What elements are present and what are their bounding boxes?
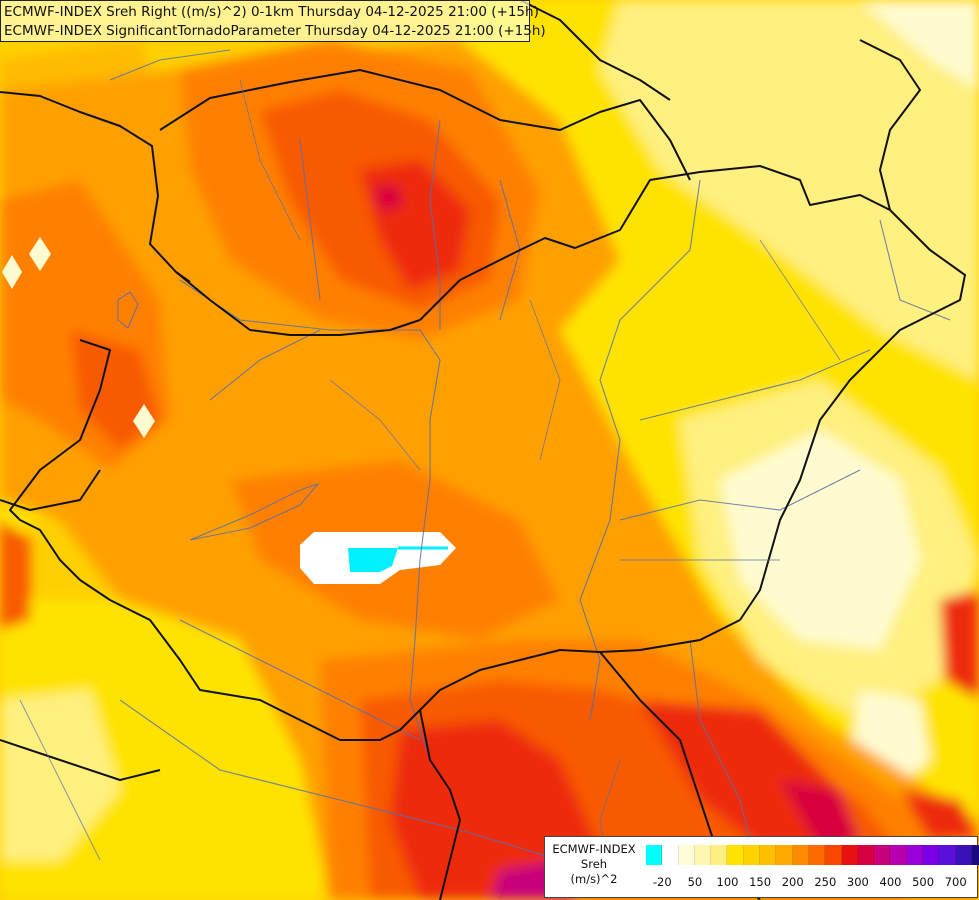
region-border-2 — [329, 379, 421, 471]
legend-tick-6: 300 — [846, 875, 869, 889]
stp-diamond-west-2 — [29, 237, 51, 271]
legend-swatch-18 — [939, 845, 956, 865]
river-sava — [119, 699, 561, 861]
title-line-stp: ECMWF-INDEX SignificantTornadoParameter … — [4, 23, 546, 39]
river-somes — [639, 349, 871, 421]
river-tisza — [579, 179, 701, 721]
field-red-orange-far-west — [0, 520, 30, 630]
field-pale-northeast — [860, 0, 979, 90]
border-hungary-serbia — [340, 619, 741, 741]
stp-diamond-west-3 — [133, 404, 155, 438]
title-line-sreh: ECMWF-INDEX Sreh Right ((m/s)^2) 0-1km T… — [4, 4, 539, 20]
border-austria-czechia — [175, 271, 421, 336]
legend-color-bar — [646, 845, 979, 865]
legend-swatch-3 — [694, 845, 712, 865]
legend-tick-9: 700 — [944, 875, 967, 889]
border-croatia-bosnia — [0, 739, 161, 781]
legend-swatch-8 — [776, 845, 793, 865]
border-slovakia-hungary — [419, 165, 891, 321]
legend-swatch-1 — [662, 845, 679, 865]
legend-model: ECMWF-INDEX — [552, 842, 636, 856]
title-box: ECMWF-INDEX Sreh Right ((m/s)^2) 0-1km T… — [0, 0, 546, 42]
legend-label: ECMWF-INDEX Sreh (m/s)^2 — [545, 842, 643, 887]
legend-tick-2: 100 — [716, 875, 739, 889]
region-border-5 — [759, 239, 841, 361]
legend-swatch-15 — [890, 845, 907, 865]
legend-swatch-13 — [857, 845, 875, 865]
legend-swatch-12 — [841, 845, 858, 865]
color-legend: ECMWF-INDEX Sreh (m/s)^2 -20 50 100 150 200 2… — [544, 836, 979, 898]
border-romania-east — [859, 39, 921, 211]
legend-swatch-10 — [808, 845, 826, 865]
border-serbia-bosnia — [419, 709, 461, 900]
legend-unit: (m/s)^2 — [570, 872, 618, 886]
field-crimson-north — [372, 184, 404, 212]
region-border-6 — [19, 699, 101, 861]
legend-swatch-20 — [971, 845, 979, 865]
legend-tick-8: 500 — [912, 875, 935, 889]
river-danube — [179, 279, 441, 761]
legend-tick-4: 200 — [781, 875, 804, 889]
river-lake-neusiedl — [117, 291, 139, 329]
border-austria-hungary-west — [9, 339, 111, 581]
field-crimson-southeast — [780, 780, 860, 850]
field-red-far-east — [940, 590, 979, 700]
stp-diamond-west-1 — [2, 255, 22, 289]
stp-cyan-patch — [348, 548, 398, 572]
legend-swatch-2 — [678, 845, 695, 865]
field-pale-east — [720, 430, 920, 650]
river-vltava — [109, 49, 231, 81]
legend-tick-3: 150 — [749, 875, 772, 889]
legend-tick-1: 50 — [687, 875, 703, 889]
stp-markers — [2, 237, 456, 584]
legend-swatch-19 — [955, 845, 972, 865]
region-border-3 — [529, 299, 561, 461]
border-austria-slovenia — [0, 469, 101, 511]
legend-swatch-9 — [792, 845, 809, 865]
border-hungary-ukraine-romania — [739, 209, 966, 621]
legend-swatch-7 — [760, 845, 777, 865]
legend-tick-5: 250 — [814, 875, 837, 889]
legend-swatch-16 — [906, 845, 924, 865]
river-morava — [299, 139, 321, 301]
field-red-southeast — [640, 700, 860, 870]
border-czechia-slovakia-poland — [159, 69, 691, 181]
field-light-yellow-southwest — [0, 690, 120, 860]
legend-tick-0: -20 — [652, 875, 672, 889]
river-drava — [179, 619, 421, 741]
river-mures — [619, 469, 861, 521]
legend-swatch-14 — [874, 845, 891, 865]
border-poland-ukraine — [519, 0, 671, 101]
river-vah — [429, 119, 441, 330]
river-raba — [209, 329, 321, 401]
legend-swatch-5 — [727, 845, 744, 865]
field-light-yellow-northeast — [600, 0, 979, 380]
legend-tick-7: 400 — [879, 875, 902, 889]
legend-swatch-0 — [646, 845, 663, 865]
legend-swatch-6 — [743, 845, 761, 865]
region-border-1 — [239, 79, 301, 241]
border-hungary-croatia — [79, 579, 341, 741]
legend-swatch-4 — [711, 845, 728, 865]
field-red-far-southeast — [900, 790, 979, 840]
river-lake-balaton — [189, 482, 320, 541]
legend-swatch-17 — [923, 845, 940, 865]
border-germany-czechia — [0, 91, 191, 283]
legend-swatch-11 — [825, 845, 842, 865]
legend-variable: Sreh — [580, 857, 608, 871]
